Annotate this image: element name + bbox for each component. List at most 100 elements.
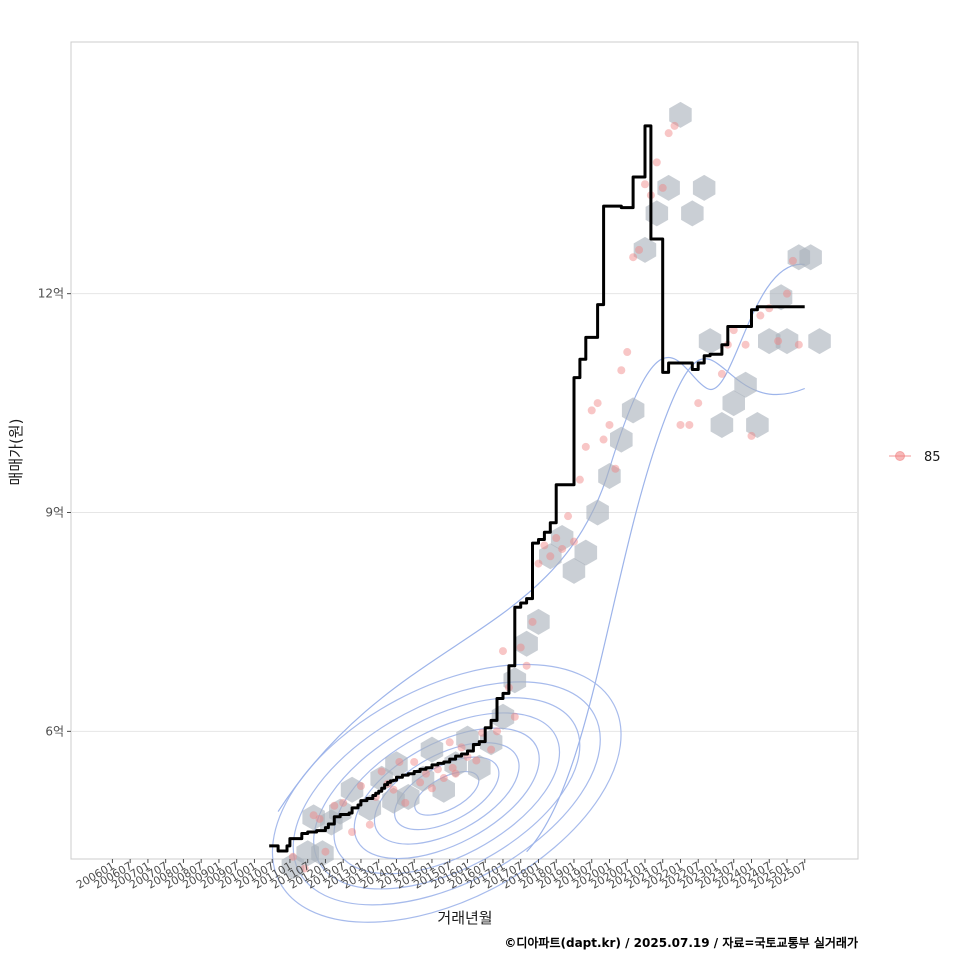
transaction-point — [575, 475, 584, 484]
transaction-point — [528, 617, 537, 626]
transaction-point — [433, 765, 442, 774]
transaction-point — [664, 129, 673, 138]
hex-cell — [610, 426, 633, 453]
hex-cell — [734, 371, 757, 398]
transaction-point — [670, 121, 679, 130]
transaction-point — [472, 756, 481, 765]
transaction-point — [685, 420, 694, 429]
hex-cell — [722, 390, 745, 417]
transaction-point — [774, 337, 783, 346]
transaction-point — [288, 852, 297, 861]
transaction-point — [581, 442, 590, 451]
transaction-point — [448, 763, 457, 772]
transaction-point — [445, 738, 454, 747]
transaction-point — [741, 340, 750, 349]
hex-cell — [746, 412, 769, 438]
transaction-point — [321, 847, 330, 856]
transaction-point — [339, 798, 348, 807]
transaction-point — [788, 256, 797, 265]
transaction-point — [348, 828, 357, 837]
hex-cell — [468, 754, 491, 781]
transaction-point — [794, 340, 803, 349]
transaction-point — [487, 745, 496, 754]
transaction-point — [546, 552, 555, 561]
hex-cell — [769, 284, 793, 311]
y-tick-label: 6억 — [45, 724, 64, 738]
hex-cell — [385, 751, 408, 778]
transaction-point — [534, 559, 543, 568]
hex-cell — [515, 630, 538, 657]
transaction-point — [416, 778, 425, 787]
transaction-point — [599, 435, 608, 444]
hex-cell — [799, 244, 822, 271]
hex-cell — [586, 499, 609, 526]
transaction-point — [593, 399, 602, 408]
transaction-points — [288, 121, 803, 873]
density-contours — [271, 263, 805, 923]
transaction-point — [422, 769, 431, 778]
transaction-point — [756, 311, 765, 320]
transaction-point — [395, 757, 404, 766]
legend-key-point — [895, 451, 905, 461]
transaction-point — [652, 158, 661, 167]
y-axis-ticks: 6억 9억 12억 — [38, 287, 71, 738]
transaction-point — [522, 661, 531, 670]
transaction-point — [389, 785, 398, 794]
transaction-point — [309, 811, 318, 820]
hex-cell — [692, 174, 716, 201]
transaction-point — [300, 864, 309, 873]
hex-cell — [550, 525, 574, 551]
hex-cell — [420, 736, 444, 763]
hex-cell — [340, 776, 364, 803]
hex-cell — [710, 412, 734, 438]
hex-cell — [562, 557, 586, 584]
y-axis-title: 매매가(원) — [7, 419, 25, 486]
transaction-point — [717, 369, 726, 378]
transaction-point — [623, 348, 632, 357]
transaction-point — [605, 420, 614, 429]
hex-cell — [698, 328, 722, 355]
hex-cell — [775, 328, 799, 355]
transaction-point — [377, 767, 386, 776]
transaction-point — [640, 180, 649, 189]
hex-cell — [681, 200, 704, 227]
transaction-point — [540, 541, 549, 550]
x-axis-title: 거래년월 — [437, 909, 492, 927]
legend-label: 85 — [924, 450, 941, 465]
transaction-point — [658, 183, 667, 192]
transaction-point — [564, 512, 573, 521]
transaction-point — [516, 643, 525, 652]
transaction-point — [510, 712, 519, 721]
transaction-point — [558, 544, 567, 553]
hex-cell — [527, 608, 550, 635]
hex-cell — [669, 101, 692, 128]
transaction-point — [439, 774, 448, 783]
transaction-point — [315, 814, 324, 823]
transaction-point — [676, 420, 685, 429]
caption: ©디아파트(dapt.kr) / 2025.07.19 / 자료=국토교통부 실… — [504, 935, 858, 950]
hex-cell — [621, 397, 645, 424]
hex-cell — [657, 174, 680, 201]
hex-cell — [311, 840, 334, 867]
transaction-point — [782, 289, 791, 298]
density-contour — [333, 712, 561, 875]
price-line-path — [269, 124, 805, 853]
legend: 85 — [889, 450, 941, 465]
price-line — [269, 124, 805, 853]
transaction-point — [451, 769, 460, 778]
transaction-point — [569, 537, 578, 546]
transaction-point — [729, 326, 738, 335]
transaction-point — [587, 406, 596, 415]
transaction-point — [356, 782, 365, 791]
transaction-point — [694, 399, 703, 408]
hex-cell — [302, 804, 325, 831]
transaction-point — [493, 727, 502, 736]
plot-panel — [70, 41, 859, 860]
hex-cell — [574, 539, 598, 566]
y-tick-label: 12억 — [38, 287, 64, 301]
hex-cell — [758, 328, 781, 355]
transaction-point — [457, 743, 466, 752]
transaction-point — [410, 757, 419, 766]
